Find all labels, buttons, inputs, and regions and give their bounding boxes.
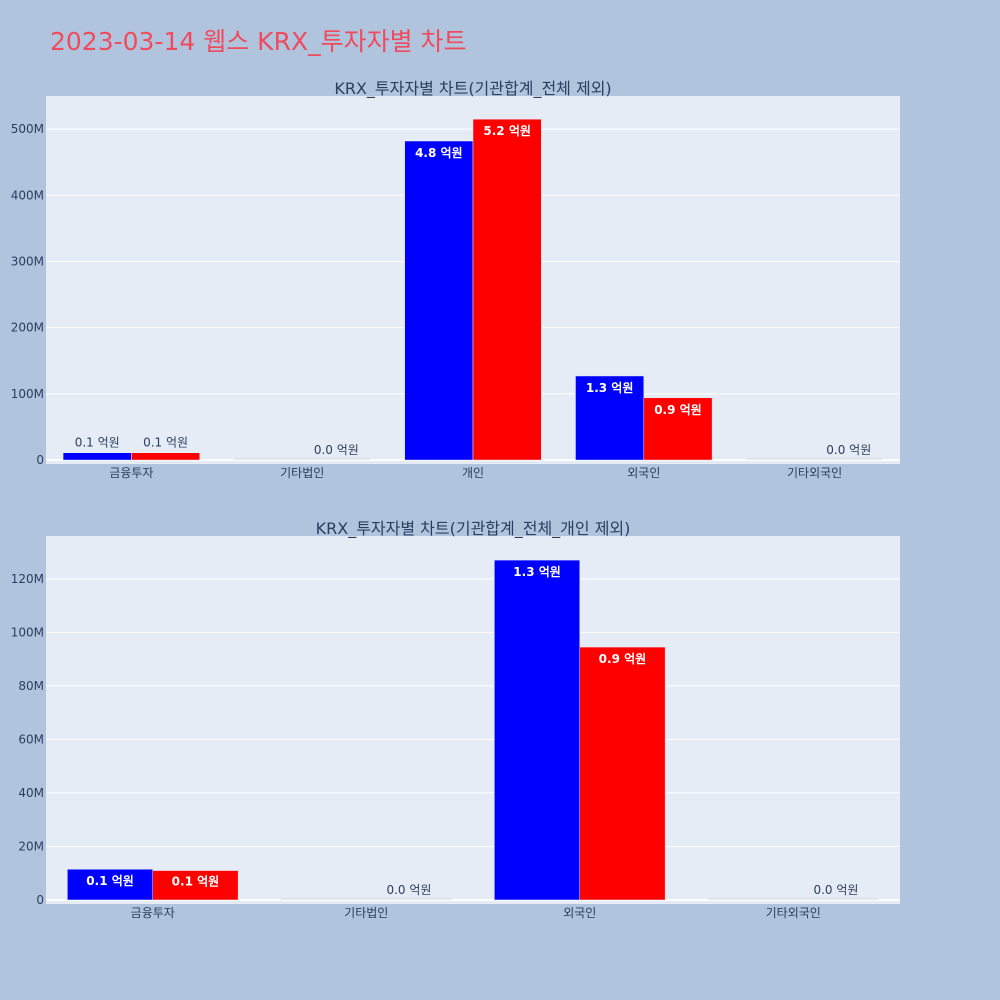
x-tick-label: 외국인 (563, 906, 596, 920)
y-tick-label: 100M (11, 387, 44, 401)
y-tick-label: 300M (11, 254, 44, 268)
bar-data-label: 4.8 억원 (415, 146, 463, 160)
bar-data-label: 0.0 억원 (813, 883, 858, 897)
bar-data-label: 0.9 억원 (654, 403, 702, 417)
bar (404, 140, 474, 461)
bar-data-label: 0.0 억원 (314, 443, 359, 457)
bar (643, 397, 713, 461)
bar-chart-excluding-institutions-and-individuals: 0 20M 40M 60M 80M 100M 120M 금융투자 0.1 억원 0.1 억원기타법… (11, 519, 900, 920)
bar-data-label: 1.3 억원 (586, 381, 634, 395)
page-title: 2023-03-14 웹스 KRX_투자자별 차트 (50, 27, 467, 56)
bar (472, 118, 542, 461)
plot-area (46, 536, 900, 904)
bar-data-label: 0.0 억원 (386, 883, 431, 897)
x-tick-label: 개인 (462, 466, 484, 480)
bar-data-label: 0.1 억원 (75, 436, 120, 450)
y-tick-label: 100M (11, 625, 44, 639)
bar-data-label: 1.3 억원 (513, 565, 561, 579)
y-tick-label: 500M (11, 122, 44, 136)
y-tick-label: 0 (36, 453, 44, 467)
x-tick-label: 기타외국인 (787, 466, 842, 480)
x-tick-label: 기타법인 (344, 906, 388, 920)
y-tick-label: 120M (11, 572, 44, 586)
x-tick-label: 기타외국인 (766, 906, 821, 920)
y-tick-label: 40M (18, 786, 44, 800)
bar-data-label: 0.9 억원 (599, 652, 647, 666)
bar-data-label: 0.0 억원 (826, 443, 871, 457)
y-tick-label: 400M (11, 188, 44, 202)
y-tick-label: 200M (11, 321, 44, 335)
bar-data-label: 5.2 억원 (483, 124, 531, 138)
y-tick-label: 0 (36, 893, 44, 907)
bar (494, 559, 581, 901)
bar (579, 646, 666, 901)
bar-data-label: 0.1 억원 (143, 436, 188, 450)
chart-title: KRX_투자자별 차트(기관합계_전체 제외) (334, 79, 611, 99)
x-tick-label: 금융투자 (131, 906, 175, 920)
x-tick-label: 외국인 (627, 466, 660, 480)
bar (152, 870, 239, 901)
y-tick-label: 20M (18, 839, 44, 853)
bar-data-label: 0.1 억원 (86, 874, 134, 888)
bar (62, 452, 132, 461)
bar (131, 452, 200, 461)
x-tick-label: 금융투자 (109, 466, 153, 480)
bar (67, 868, 153, 901)
x-tick-label: 기타법인 (280, 466, 324, 480)
chart-title: KRX_투자자별 차트(기관합계_전체_개인 제외) (316, 519, 631, 539)
y-tick-label: 80M (18, 679, 44, 693)
bar-chart-excluding-institutions: 0 100M 200M 300M 400M 500M 금융투자 0.1 억원 0.1 억원기타법… (11, 79, 900, 480)
y-tick-label: 60M (18, 732, 44, 746)
bar-data-label: 0.1 억원 (172, 875, 220, 889)
